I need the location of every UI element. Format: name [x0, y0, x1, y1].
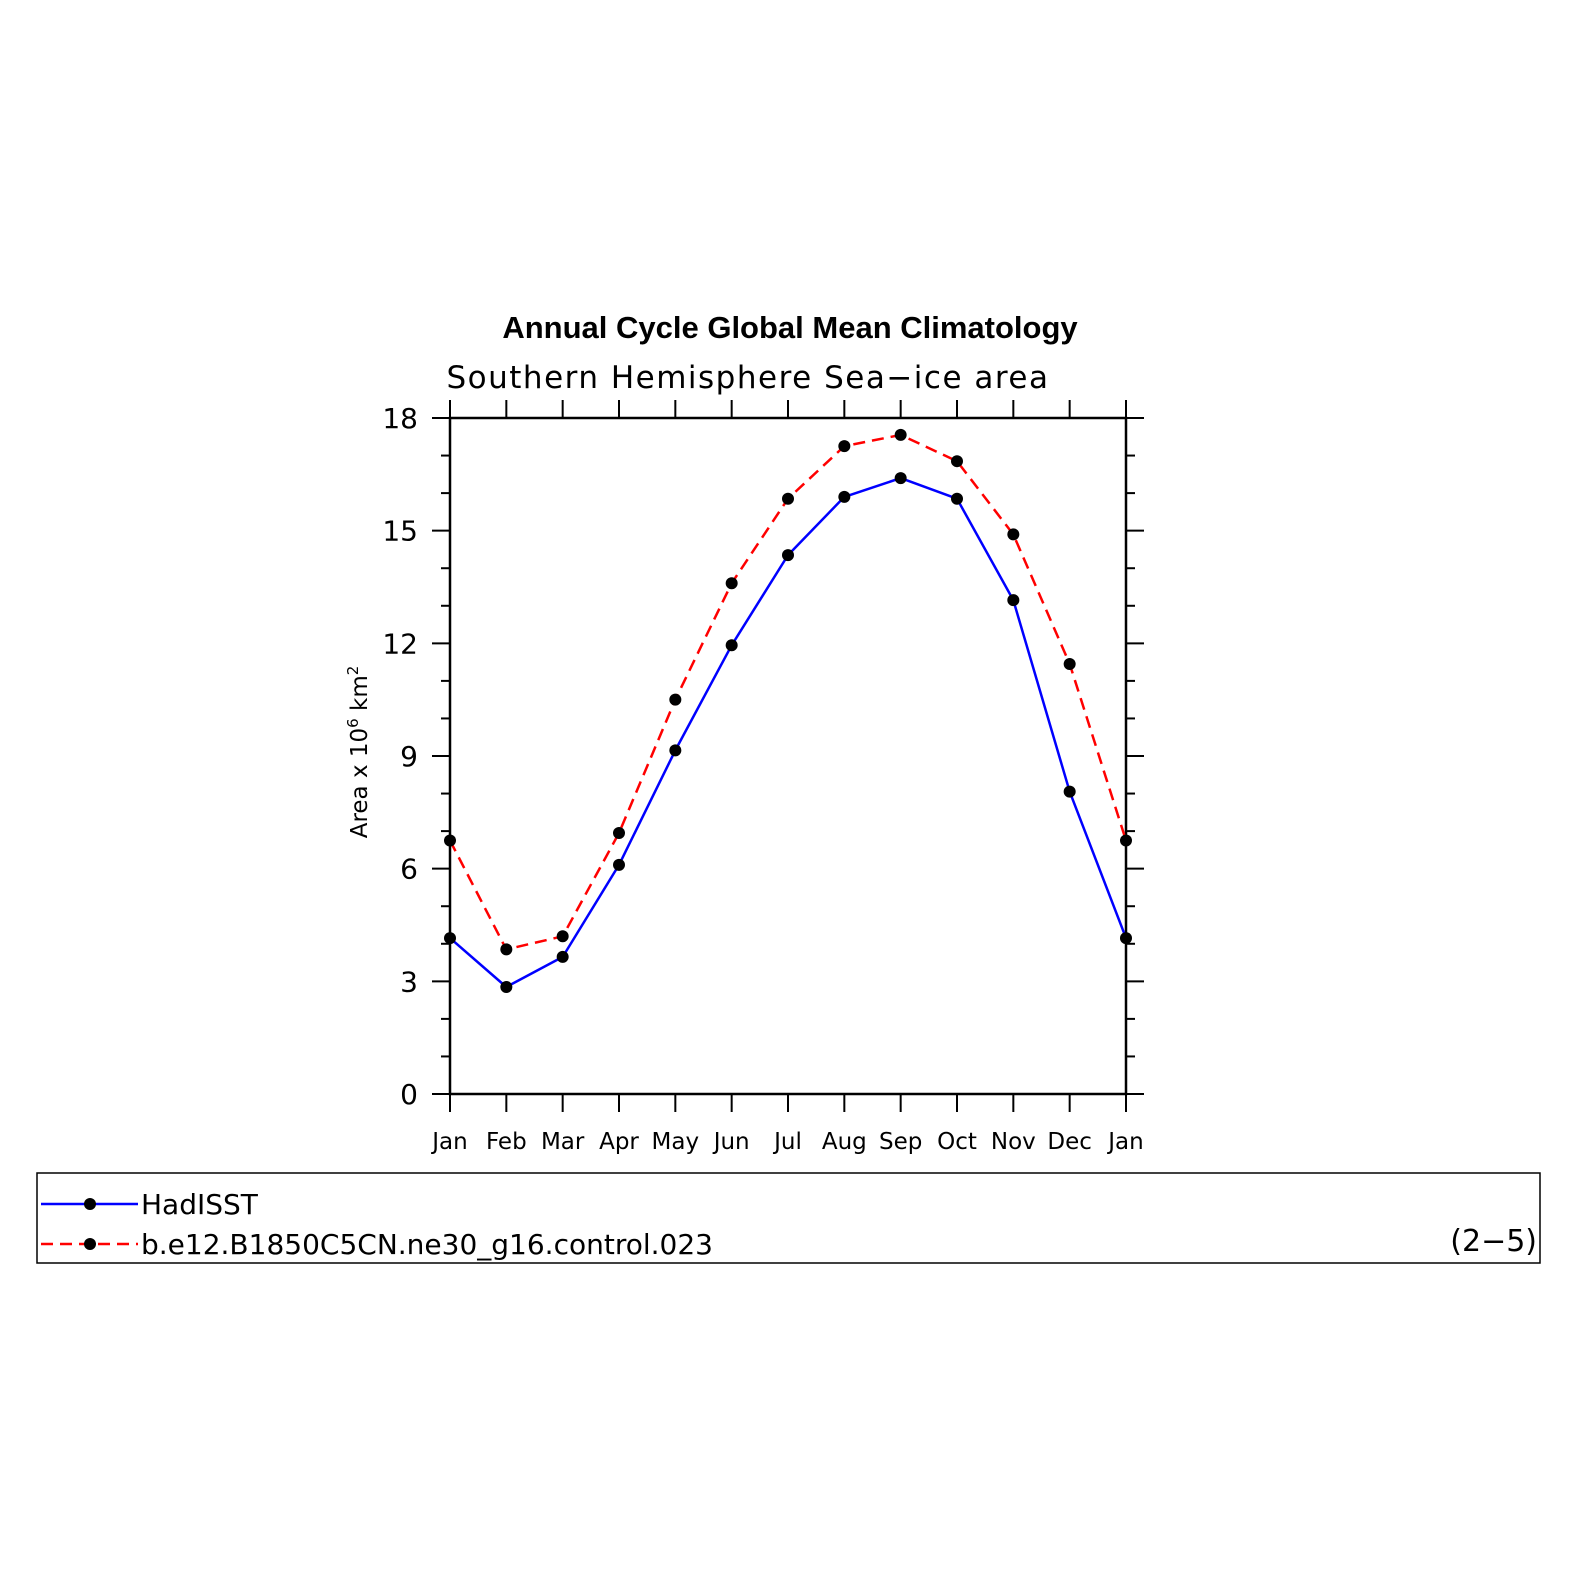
legend-marker-1: [84, 1198, 96, 1210]
plot-frame: [448, 416, 1128, 1096]
y-tick-label: 3: [400, 965, 418, 998]
legend: HadISST b.e12.B1850C5CN.ne30_g16.control.…: [41, 1188, 713, 1261]
data-point-2: [1063, 657, 1076, 670]
data-point-1: [669, 744, 682, 757]
x-tick-labels: Jan Feb Mar Apr May Jun Jul Aug Sep Oct Nov Dec Jan: [430, 1129, 1143, 1155]
data-point-1: [1120, 932, 1132, 945]
data-point-2: [613, 826, 625, 839]
y-tick-label: 12: [382, 627, 418, 660]
data-point-2: [1120, 834, 1132, 847]
data-point-1: [500, 980, 513, 993]
data-point-1: [782, 549, 794, 562]
data-point-2: [951, 455, 963, 468]
data-point-1: [894, 472, 907, 485]
panel-label: (2−5): [1450, 1224, 1537, 1259]
data-point-2: [669, 693, 682, 706]
y-tick-label: 6: [400, 853, 418, 886]
x-tick-label: Nov: [991, 1129, 1036, 1155]
data-point-1: [444, 932, 456, 945]
chart-subtitle: Southern Hemisphere Sea−ice area: [446, 360, 1049, 396]
legend-label-2: b.e12.B1850C5CN.ne30_g16.control.023: [141, 1228, 713, 1261]
x-tick-label: Feb: [486, 1129, 527, 1155]
y-tick-label: 18: [382, 402, 418, 435]
data-point-1: [1007, 594, 1020, 607]
series-group: [444, 428, 1132, 993]
data-point-2: [894, 428, 907, 441]
x-tick-label: Jan: [430, 1129, 467, 1155]
data-point-2: [556, 930, 569, 943]
data-point-2: [444, 834, 456, 847]
axis-ticks: [432, 400, 1144, 1112]
x-tick-label: Dec: [1047, 1129, 1092, 1155]
legend-marker-2: [84, 1238, 96, 1250]
data-point-1: [725, 639, 738, 652]
y-tick-label: 0: [400, 1078, 418, 1111]
data-point-1: [613, 858, 625, 871]
legend-box: [36, 1172, 1541, 1264]
series-line-2: [448, 433, 1128, 951]
x-tick-label: Aug: [822, 1129, 867, 1155]
data-point-2: [725, 577, 738, 590]
x-tick-label: Jun: [712, 1129, 750, 1155]
x-tick-label: Mar: [541, 1129, 585, 1155]
data-point-1: [1063, 785, 1076, 798]
data-point-2: [782, 492, 794, 505]
data-point-1: [838, 490, 851, 503]
x-tick-label: Oct: [937, 1129, 977, 1155]
x-tick-label: May: [652, 1129, 700, 1155]
x-tick-label: Apr: [599, 1129, 639, 1155]
x-tick-label: Jul: [772, 1129, 802, 1155]
y-tick-label: 9: [400, 740, 418, 773]
data-point-1: [556, 950, 569, 963]
x-tick-label: Sep: [879, 1129, 922, 1155]
chart-title: Annual Cycle Global Mean Climatology: [502, 310, 1078, 345]
data-point-1: [951, 492, 963, 505]
data-point-2: [838, 440, 851, 453]
y-axis-label: Area x 106 km2: [344, 666, 373, 839]
y-tick-labels: 0 3 6 9 12 15 18: [382, 402, 418, 1111]
data-point-2: [500, 943, 513, 956]
legend-label-1: HadISST: [141, 1188, 259, 1221]
x-tick-label: Jan: [1106, 1129, 1143, 1155]
y-tick-label: 15: [382, 515, 418, 548]
data-point-2: [1007, 528, 1020, 541]
